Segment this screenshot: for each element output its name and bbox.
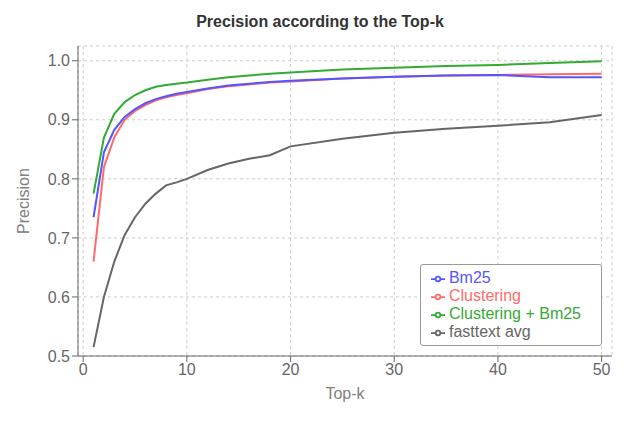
- html-text:Bm25: Bm25: [448, 269, 491, 286]
- svg-text:0.9: 0.9: [48, 111, 70, 128]
- svg-text:0.5: 0.5: [48, 348, 70, 365]
- svg-text:50: 50: [593, 361, 611, 378]
- svg-text:Precision: Precision: [15, 168, 32, 234]
- html-text:Clustering + Bm25: Clustering + Bm25: [448, 305, 581, 322]
- svg-text:1.0: 1.0: [48, 52, 70, 69]
- svg-text:0.8: 0.8: [48, 171, 70, 188]
- html-text:Clustering: Clustering: [448, 287, 521, 304]
- svg-text:0: 0: [79, 361, 88, 378]
- html-text:fasttext avg: fasttext avg: [448, 323, 531, 340]
- svg-text:40: 40: [489, 361, 507, 378]
- svg-text:10: 10: [178, 361, 196, 378]
- svg-text:0.7: 0.7: [48, 230, 70, 247]
- svg-text:30: 30: [385, 361, 403, 378]
- svg-text:Top-k: Top-k: [325, 385, 365, 402]
- html-text:Precision according to the Top: Precision according to the Top-k: [196, 13, 444, 30]
- svg-text:0.6: 0.6: [48, 289, 70, 306]
- svg-text:20: 20: [282, 361, 300, 378]
